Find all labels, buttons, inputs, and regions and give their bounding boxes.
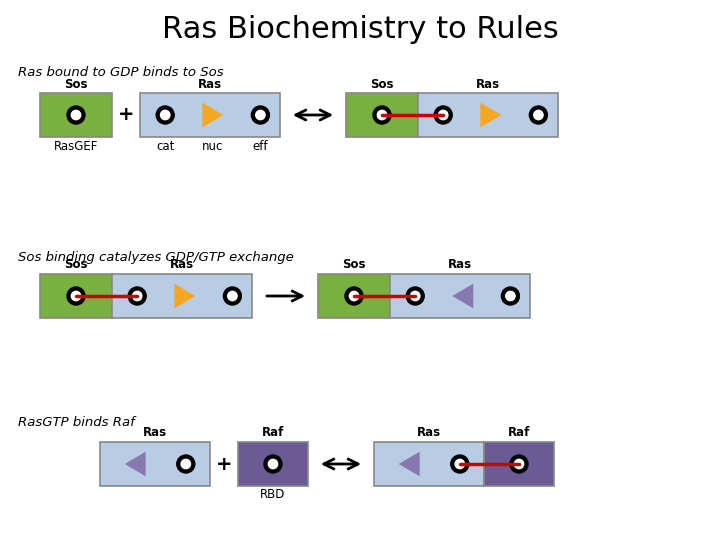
Circle shape — [128, 287, 146, 305]
Circle shape — [156, 106, 174, 124]
Text: Ras: Ras — [198, 78, 222, 91]
Text: nuc: nuc — [202, 139, 223, 152]
Circle shape — [177, 455, 195, 473]
Text: Sos: Sos — [64, 78, 88, 91]
Circle shape — [534, 110, 543, 120]
Text: Raf: Raf — [508, 427, 530, 440]
Text: cat: cat — [156, 139, 174, 152]
Text: Ras: Ras — [417, 427, 441, 440]
Circle shape — [451, 455, 469, 473]
Bar — [112, 274, 252, 318]
Circle shape — [251, 106, 269, 124]
Bar — [318, 274, 390, 318]
Circle shape — [256, 110, 265, 120]
Polygon shape — [202, 103, 223, 127]
Circle shape — [505, 291, 515, 301]
Bar — [374, 442, 484, 486]
Bar — [100, 442, 210, 486]
Bar — [346, 93, 418, 137]
Bar — [484, 442, 554, 486]
Bar — [238, 442, 308, 486]
Circle shape — [132, 291, 142, 301]
Text: Sos binding catalyzes GDP/GTP exchange: Sos binding catalyzes GDP/GTP exchange — [18, 251, 294, 264]
Circle shape — [455, 460, 464, 469]
Circle shape — [438, 110, 448, 120]
Text: RasGEF: RasGEF — [54, 139, 98, 152]
Text: RBD: RBD — [261, 489, 286, 502]
Polygon shape — [174, 284, 195, 308]
Text: Ras: Ras — [170, 259, 194, 272]
Circle shape — [269, 460, 278, 469]
Circle shape — [345, 287, 363, 305]
Text: eff: eff — [253, 139, 268, 152]
Circle shape — [67, 106, 85, 124]
Circle shape — [228, 291, 237, 301]
Text: +: + — [118, 105, 134, 125]
Circle shape — [71, 291, 81, 301]
Circle shape — [349, 291, 359, 301]
Text: Sos: Sos — [342, 259, 366, 272]
Text: Ras: Ras — [448, 259, 472, 272]
Circle shape — [181, 460, 191, 469]
Circle shape — [410, 291, 420, 301]
Text: Sos: Sos — [370, 78, 394, 91]
Bar — [418, 93, 558, 137]
Bar — [390, 274, 530, 318]
Text: Ras: Ras — [476, 78, 500, 91]
Circle shape — [377, 110, 387, 120]
Bar — [40, 93, 112, 137]
Circle shape — [434, 106, 452, 124]
Text: RasGTP binds Raf: RasGTP binds Raf — [18, 415, 135, 429]
Circle shape — [406, 287, 424, 305]
Circle shape — [514, 460, 523, 469]
Text: Ras Biochemistry to Rules: Ras Biochemistry to Rules — [161, 16, 559, 44]
Text: Sos: Sos — [64, 259, 88, 272]
Circle shape — [67, 287, 85, 305]
Circle shape — [510, 455, 528, 473]
Circle shape — [71, 110, 81, 120]
Polygon shape — [125, 451, 145, 476]
Circle shape — [264, 455, 282, 473]
Bar — [140, 93, 280, 137]
Text: Ras: Ras — [143, 427, 167, 440]
Text: +: + — [216, 455, 233, 474]
Polygon shape — [399, 451, 420, 476]
Polygon shape — [452, 284, 473, 308]
Circle shape — [161, 110, 170, 120]
Bar — [40, 274, 112, 318]
Text: Ras bound to GDP binds to Sos: Ras bound to GDP binds to Sos — [18, 65, 224, 78]
Circle shape — [223, 287, 241, 305]
Circle shape — [529, 106, 547, 124]
Circle shape — [501, 287, 519, 305]
Circle shape — [373, 106, 391, 124]
Text: Raf: Raf — [262, 427, 284, 440]
Polygon shape — [480, 103, 501, 127]
